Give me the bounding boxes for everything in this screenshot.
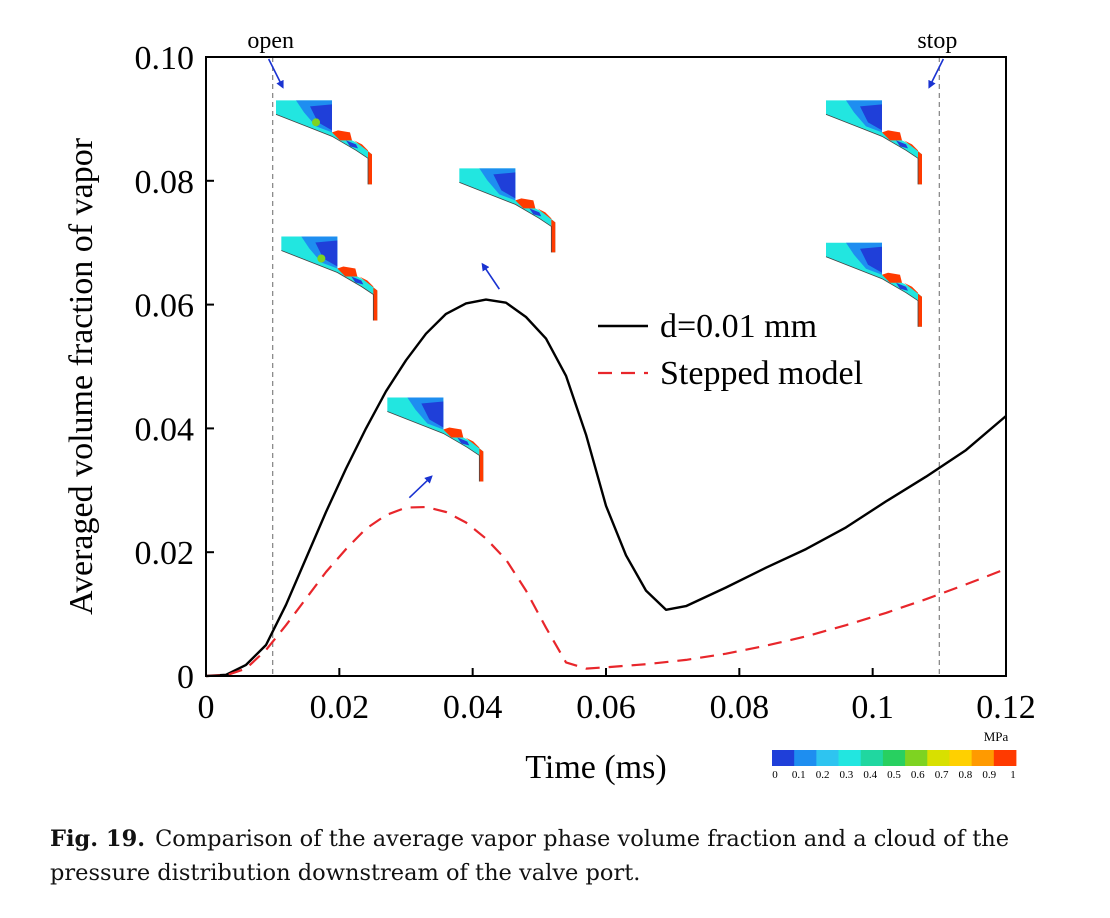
colorbar-segment (838, 750, 862, 766)
colorbar-tick-label: 0.4 (863, 769, 877, 781)
pressure-cloud-peak-solid (459, 168, 556, 253)
series-line-dashed (205, 505, 1007, 678)
colorbar-segment (860, 750, 884, 766)
x-axis-label: Time (ms) (525, 749, 666, 786)
colorbar-tick-label: 0.3 (840, 769, 854, 781)
colorbar-tick-label: 0.8 (959, 769, 973, 781)
colorbar-tick-label: 0 (772, 769, 778, 781)
y-tick-label: 0.06 (135, 288, 195, 325)
colorbar-segment (772, 750, 795, 766)
pressure-cloud-peak-dashed (387, 397, 484, 482)
annotation-arrow-stop (928, 58, 945, 89)
legend: d=0.01 mm Stepped model (598, 308, 863, 392)
y-tick-label: 0.04 (135, 411, 195, 448)
annotation-arrow-open (267, 58, 284, 89)
pressure-cloud-stop-bottom (825, 242, 922, 327)
colorbar-tick-label: 0.7 (935, 769, 949, 781)
colorbar-segment (949, 750, 973, 766)
x-tick-label: 0.08 (710, 689, 770, 726)
x-tick-label: 0.12 (976, 689, 1036, 726)
x-tick-label: 0 (198, 689, 215, 726)
colorbar-unit: MPa (984, 729, 1009, 744)
y-axis-label: Averaged volume fraction of vapor (63, 137, 100, 615)
caption-text: Comparison of the average vapor phase vo… (50, 826, 1010, 886)
colorbar-tick-label: 0.5 (887, 769, 901, 781)
colorbar-segment (927, 750, 950, 766)
pressure-cloud-stop-top (825, 100, 922, 185)
y-tick-label: 0.02 (135, 535, 195, 572)
colorbar-tick-label: 0.9 (982, 769, 996, 781)
annotation-label-stop: stop (917, 28, 957, 54)
colorbar-segment (816, 750, 839, 766)
legend-label: d=0.01 mm (660, 308, 817, 345)
caption-label: Fig. 19. (50, 826, 146, 852)
annotation-label-open: open (247, 28, 294, 54)
peak-arrow (481, 262, 500, 290)
colorbar: 0 0.1 0.2 0.3 0.4 0.5 0.6 0.7 0.8 0.9 1 MPa (772, 729, 1017, 781)
peak-arrow (408, 475, 433, 499)
y-tick-label: 0.10 (135, 40, 195, 77)
colorbar-segment (882, 750, 906, 766)
x-tick-label: 0.06 (576, 689, 636, 726)
colorbar-segment (794, 750, 817, 766)
x-tick-label: 0.02 (310, 689, 370, 726)
colorbar-tick-label: 0.2 (816, 769, 830, 781)
figure-caption: Fig. 19. Comparison of the average vapor … (50, 822, 1080, 890)
y-tick-label: 0 (177, 659, 194, 696)
chart: 0 0.02 0.04 0.06 0.08 0.1 0.12 0 0.02 0.04 0.06 0.0… (63, 28, 1036, 786)
colorbar-tick-label: 1 (1010, 769, 1016, 781)
pressure-cloud-open-top (275, 100, 372, 185)
series-line-solid (205, 298, 1007, 678)
colorbar-segment (905, 750, 928, 766)
y-tick-label: 0.08 (135, 164, 195, 201)
colorbar-segment (971, 750, 995, 766)
x-tick-label: 0.1 (851, 689, 894, 726)
colorbar-segment (993, 750, 1017, 766)
plot-frame (205, 56, 1007, 677)
colorbar-tick-label: 0.1 (792, 769, 806, 781)
pressure-cloud-open-bottom (281, 236, 378, 321)
colorbar-tick-label: 0.6 (911, 769, 925, 781)
legend-label: Stepped model (660, 355, 863, 392)
x-tick-label: 0.04 (443, 689, 503, 726)
